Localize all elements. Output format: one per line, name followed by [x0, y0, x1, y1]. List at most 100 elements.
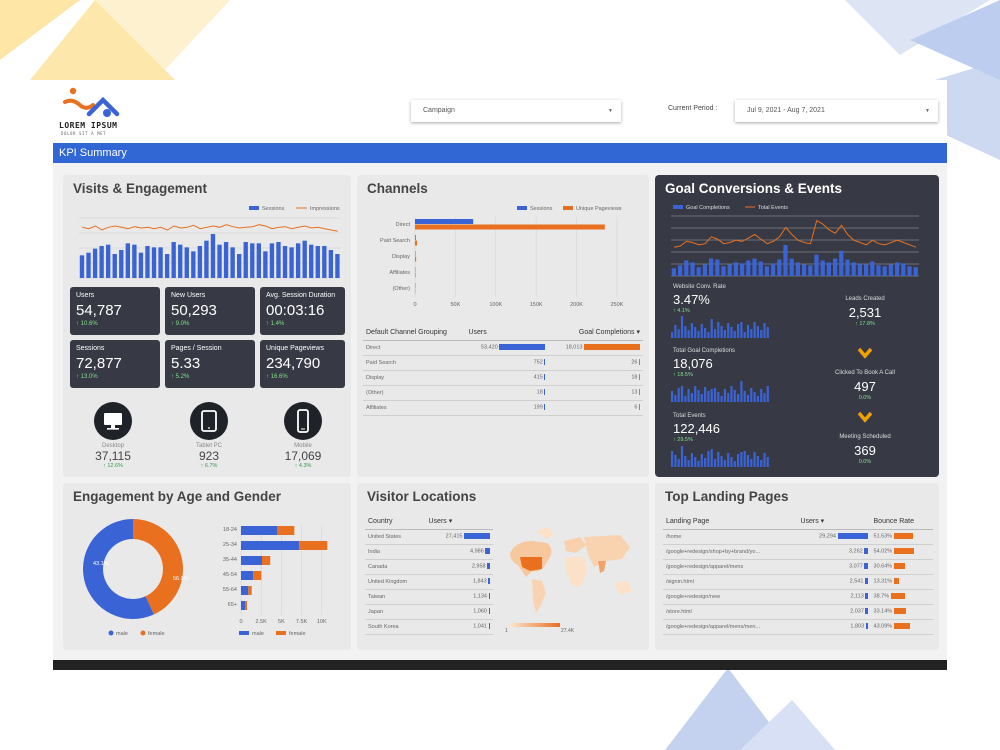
map-scale-max: 27.4K: [561, 628, 575, 634]
campaign-dropdown[interactable]: Campaign ▼: [411, 100, 621, 122]
sparkline-conv-rate: [671, 316, 769, 338]
sparkline-bar: [723, 330, 726, 338]
sparkline-bar: [737, 394, 740, 402]
category-label: Affiliates: [389, 270, 410, 276]
goal-bar: [901, 263, 906, 276]
bounce-rate: 54.02%: [873, 548, 893, 555]
channel-name: Direct: [363, 340, 466, 356]
age-label: 55-64: [223, 587, 237, 593]
world-map: [510, 527, 632, 627]
col-header: Country: [365, 514, 426, 530]
table-row[interactable]: /home 29,294 51.53%: [663, 529, 933, 545]
sparkline-bar: [746, 455, 750, 467]
landing-pages-panel: Top Landing Pages Landing Page Users ▾ B…: [655, 483, 939, 650]
sparkline-bar: [707, 332, 710, 338]
sparkline-bar: [753, 322, 756, 338]
sparkline-bar: [743, 391, 746, 402]
sparkline-bar: [710, 319, 713, 338]
table-row[interactable]: South Korea 1,041: [365, 619, 493, 635]
col-header[interactable]: Users ▾: [797, 514, 871, 530]
table-row[interactable]: /google+redesign/shop+by+brand/yo... 3,26…: [663, 544, 933, 560]
period-label: Current Period :: [668, 105, 718, 112]
table-row[interactable]: /google+redesign/apparel/mens 3,077 30.64…: [663, 559, 933, 575]
x-tick-label: 0: [239, 619, 242, 625]
table-row[interactable]: United Kingdom 1,843: [365, 574, 493, 590]
table-row[interactable]: Display 415 18: [363, 370, 643, 386]
table-row[interactable]: India 4,986: [365, 544, 493, 560]
funnel-change: 0.0%: [858, 459, 872, 465]
period-dropdown[interactable]: Jul 9, 2021 - Aug 7, 2021 ▼: [735, 100, 938, 122]
chevron-down-icon: [857, 347, 873, 359]
channel-users: 752: [533, 359, 543, 366]
sparkline-bar: [756, 326, 759, 338]
table-row[interactable]: Paid Search 752 26: [363, 355, 643, 371]
x-tick-label: 250K: [610, 302, 623, 308]
sparkline-bar: [687, 389, 690, 402]
country-name: South Korea: [365, 619, 426, 635]
table-row[interactable]: /google+redesign/new 2,113 38.7%: [663, 589, 933, 605]
kpi-label: Sessions: [76, 345, 105, 352]
landing-users: 2,541: [849, 578, 864, 585]
channel-goals: 13: [631, 389, 638, 396]
visits-engagement-panel: Visits & Engagement Sessions Impressions…: [63, 175, 351, 477]
legend-sessions-swatch: [249, 206, 259, 210]
table-row[interactable]: Taiwan 1,134: [365, 589, 493, 605]
sparkline-bar: [690, 323, 693, 338]
country-name: United States: [365, 529, 426, 545]
age-label: 65+: [228, 602, 237, 608]
sparkline-bar: [750, 329, 753, 338]
goal-bar: [740, 263, 745, 276]
col-header[interactable]: Bounce Rate: [870, 514, 933, 530]
sparkline-bar: [760, 330, 763, 338]
table-row[interactable]: United States 27,415: [365, 529, 493, 545]
country-users: 1,843: [472, 578, 487, 585]
table-row[interactable]: Direct 53,420 18,013: [363, 340, 643, 356]
pageviews-bar: [415, 240, 418, 246]
goal-bar: [802, 264, 807, 276]
goal-bar: [882, 266, 887, 276]
category-label: Direct: [396, 222, 411, 228]
table-row[interactable]: /store.html 2,037 33.14%: [663, 604, 933, 620]
table-row[interactable]: Canada 2,958: [365, 559, 493, 575]
table-row[interactable]: (Other) 18 13: [363, 385, 643, 401]
goals-bar: [639, 404, 640, 411]
users-bar: [865, 593, 868, 600]
sparkline-bar: [720, 326, 723, 338]
locations-table: Country Users ▾ United States 27,415 Indi…: [365, 514, 493, 635]
kpi-label: Pages / Session: [171, 345, 222, 352]
metric-label: Total Goal Completions: [673, 348, 736, 354]
col-header[interactable]: Users: [465, 325, 549, 341]
col-header[interactable]: Users ▾: [425, 514, 493, 530]
donut-label-male: 56.9%: [173, 576, 189, 582]
sparkline-bar: [684, 456, 687, 467]
bounce-rate: 51.53%: [873, 533, 893, 540]
locations-title: Visitor Locations: [367, 489, 477, 504]
table-row[interactable]: Affiliates 199 6: [363, 400, 643, 416]
pageviews-bar: [415, 256, 417, 262]
kpi-value: 00:03:16: [266, 302, 325, 319]
sparkline-bar: [730, 327, 733, 338]
sessions-bar: [256, 243, 261, 278]
users-bar: [837, 533, 868, 540]
sparkline-bar: [723, 389, 726, 402]
landing-page-path: /google+redesign/new: [663, 589, 798, 605]
table-row[interactable]: Japan 1,060: [365, 604, 493, 620]
channel-goals: 6: [634, 404, 638, 411]
sparkline-bar: [710, 449, 713, 467]
x-tick-label: 2.5K: [256, 619, 268, 625]
goal-bar: [764, 266, 769, 276]
kpi-card-sessions: Sessions 72,877 ↑ 13.0%: [70, 340, 160, 388]
sessions-bar: [322, 246, 327, 278]
users-bar: [544, 374, 546, 381]
goal-bar: [678, 265, 683, 276]
sparkline-bar: [730, 386, 733, 402]
table-row[interactable]: /signin.html 2,541 13.31%: [663, 574, 933, 590]
x-tick-label: 7.5K: [296, 619, 308, 625]
sparkline-bar: [671, 451, 674, 467]
device-label: Desktop: [101, 443, 124, 449]
sessions-bar: [106, 244, 111, 278]
table-row[interactable]: /google+redesign/apparel/mens/men... 1,80…: [663, 619, 933, 635]
col-header[interactable]: Goal Completions ▾: [548, 325, 643, 341]
sparkline-bar: [700, 324, 703, 338]
sessions-bar: [145, 246, 150, 278]
